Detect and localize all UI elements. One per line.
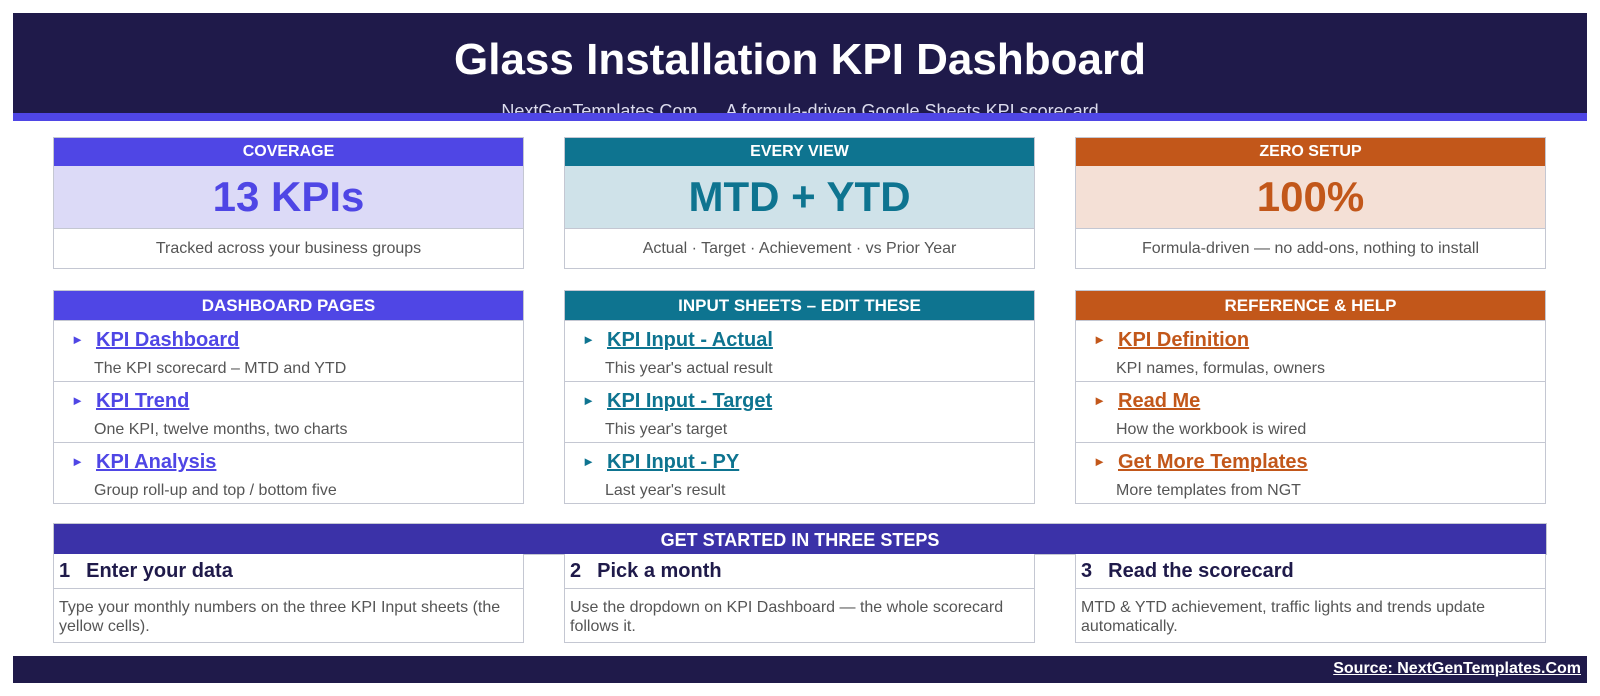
kpi-card-label: COVERAGE [54,138,523,166]
step-title: 3 Read the scorecard [1076,554,1545,589]
link-label: Get More Templates [1118,451,1308,473]
link-label: KPI Input - Target [607,390,773,412]
nav-item-read-me: ► Read Me How the workbook is wired [1076,381,1545,442]
arrow-right-icon: ► [1093,454,1106,469]
link-label: KPI Trend [96,390,190,412]
kpi-definition-link[interactable]: ► KPI Definition [1081,328,1249,352]
step-title-text: Read the scorecard [1108,560,1294,582]
nav-item-kpi-trend: ► KPI Trend One KPI, twelve months, two c… [54,381,523,442]
get-more-templates-link[interactable]: ► Get More Templates [1081,450,1308,474]
arrow-right-icon: ► [582,393,595,408]
kpi-analysis-link[interactable]: ► KPI Analysis [59,450,216,474]
kpi-card-note: Actual · Target · Achievement · vs Prior… [565,228,1034,268]
nav-item-desc: One KPI, twelve months, two charts [94,421,348,438]
nav-item-kpi-input-actual: ► KPI Input - Actual This year's actual r… [565,320,1034,381]
kpi-card-zero-setup: ZERO SETUP 100% Formula-driven — no add-… [1075,137,1546,269]
kpi-input-py-link[interactable]: ► KPI Input - PY [570,450,739,474]
nav-item-kpi-input-py: ► KPI Input - PY Last year's result [565,442,1034,503]
kpi-card-value: MTD + YTD [565,166,1034,228]
footer-bar: Source: NextGenTemplates.Com [13,656,1587,683]
nav-item-desc: This year's target [605,421,728,438]
kpi-card-every-view: EVERY VIEW MTD + YTD Actual · Target · A… [564,137,1035,269]
link-label: KPI Dashboard [96,329,240,351]
header-accent-bar [13,113,1587,121]
dashboard-header: Glass Installation KPI Dashboard NextGen… [13,13,1587,121]
arrow-right-icon: ► [582,332,595,347]
step-title: 1 Enter your data [54,554,523,589]
kpi-card-note: Formula-driven — no add-ons, nothing to … [1076,228,1545,268]
step-pick-month: 2 Pick a month Use the dropdown on KPI Da… [564,554,1035,643]
nav-item-kpi-definition: ► KPI Definition KPI names, formulas, own… [1076,320,1545,381]
nav-item-kpi-analysis: ► KPI Analysis Group roll-up and top / bo… [54,442,523,503]
step-read-scorecard: 3 Read the scorecard MTD & YTD achievemen… [1075,554,1546,643]
nav-card-heading: REFERENCE & HELP [1076,291,1545,320]
arrow-right-icon: ► [1093,332,1106,347]
arrow-right-icon: ► [582,454,595,469]
arrow-right-icon: ► [1093,393,1106,408]
step-desc: MTD & YTD achievement, traffic lights an… [1081,599,1486,635]
step-title: 2 Pick a month [565,554,1034,589]
nav-item-desc: How the workbook is wired [1116,421,1307,438]
kpi-dashboard-link[interactable]: ► KPI Dashboard [59,328,239,352]
nav-item-desc: KPI names, formulas, owners [1116,360,1325,377]
nav-item-kpi-dashboard: ► KPI Dashboard The KPI scorecard – MTD a… [54,320,523,381]
nav-item-desc: The KPI scorecard – MTD and YTD [94,360,347,377]
steps-heading: GET STARTED IN THREE STEPS [53,523,1547,555]
link-label: KPI Definition [1118,329,1250,351]
kpi-card-note: Tracked across your business groups [54,228,523,268]
nav-card-reference-help: REFERENCE & HELP ► KPI Definition KPI nam… [1075,290,1546,504]
arrow-right-icon: ► [71,332,84,347]
kpi-trend-link[interactable]: ► KPI Trend [59,389,189,413]
kpi-input-target-link[interactable]: ► KPI Input - Target [570,389,772,413]
kpi-card-value: 100% [1076,166,1545,228]
nav-item-desc: More templates from NGT [1116,482,1301,499]
link-label: KPI Input - PY [607,451,740,473]
arrow-right-icon: ► [71,393,84,408]
link-label: KPI Analysis [96,451,217,473]
nav-item-desc: Group roll-up and top / bottom five [94,482,337,499]
nav-card-input-sheets: INPUT SHEETS – EDIT THESE ► KPI Input - A… [564,290,1035,504]
link-label: KPI Input - Actual [607,329,773,351]
link-label: Read Me [1118,390,1201,412]
step-desc: Use the dropdown on KPI Dashboard — the … [570,599,1004,635]
step-desc: Type your monthly numbers on the three K… [59,599,501,635]
step-title-text: Pick a month [597,560,722,582]
step-title-text: Enter your data [86,560,233,582]
step-enter-data: 1 Enter your data Type your monthly numbe… [53,554,524,643]
read-me-link[interactable]: ► Read Me [1081,389,1200,413]
page-title: Glass Installation KPI Dashboard [454,35,1146,84]
get-started-section: GET STARTED IN THREE STEPS 1 Enter your d… [53,523,1547,643]
nav-item-desc: Last year's result [605,482,726,499]
step-number: 1 [59,560,71,582]
kpi-card-coverage: COVERAGE 13 KPIs Tracked across your bus… [53,137,524,269]
kpi-card-label: EVERY VIEW [565,138,1034,166]
nav-card-heading: DASHBOARD PAGES [54,291,523,320]
kpi-card-label: ZERO SETUP [1076,138,1545,166]
kpi-input-actual-link[interactable]: ► KPI Input - Actual [570,328,773,352]
nav-card-heading: INPUT SHEETS – EDIT THESE [565,291,1034,320]
arrow-right-icon: ► [71,454,84,469]
nav-card-dashboard-pages: DASHBOARD PAGES ► KPI Dashboard The KPI s… [53,290,524,504]
step-number: 3 [1081,560,1093,582]
step-number: 2 [570,560,582,582]
source-link[interactable]: Source: NextGenTemplates.Com [1333,660,1581,677]
nav-item-kpi-input-target: ► KPI Input - Target This year's target [565,381,1034,442]
nav-item-desc: This year's actual result [605,360,773,377]
nav-item-get-more-templates: ► Get More Templates More templates from … [1076,442,1545,503]
kpi-card-value: 13 KPIs [54,166,523,228]
